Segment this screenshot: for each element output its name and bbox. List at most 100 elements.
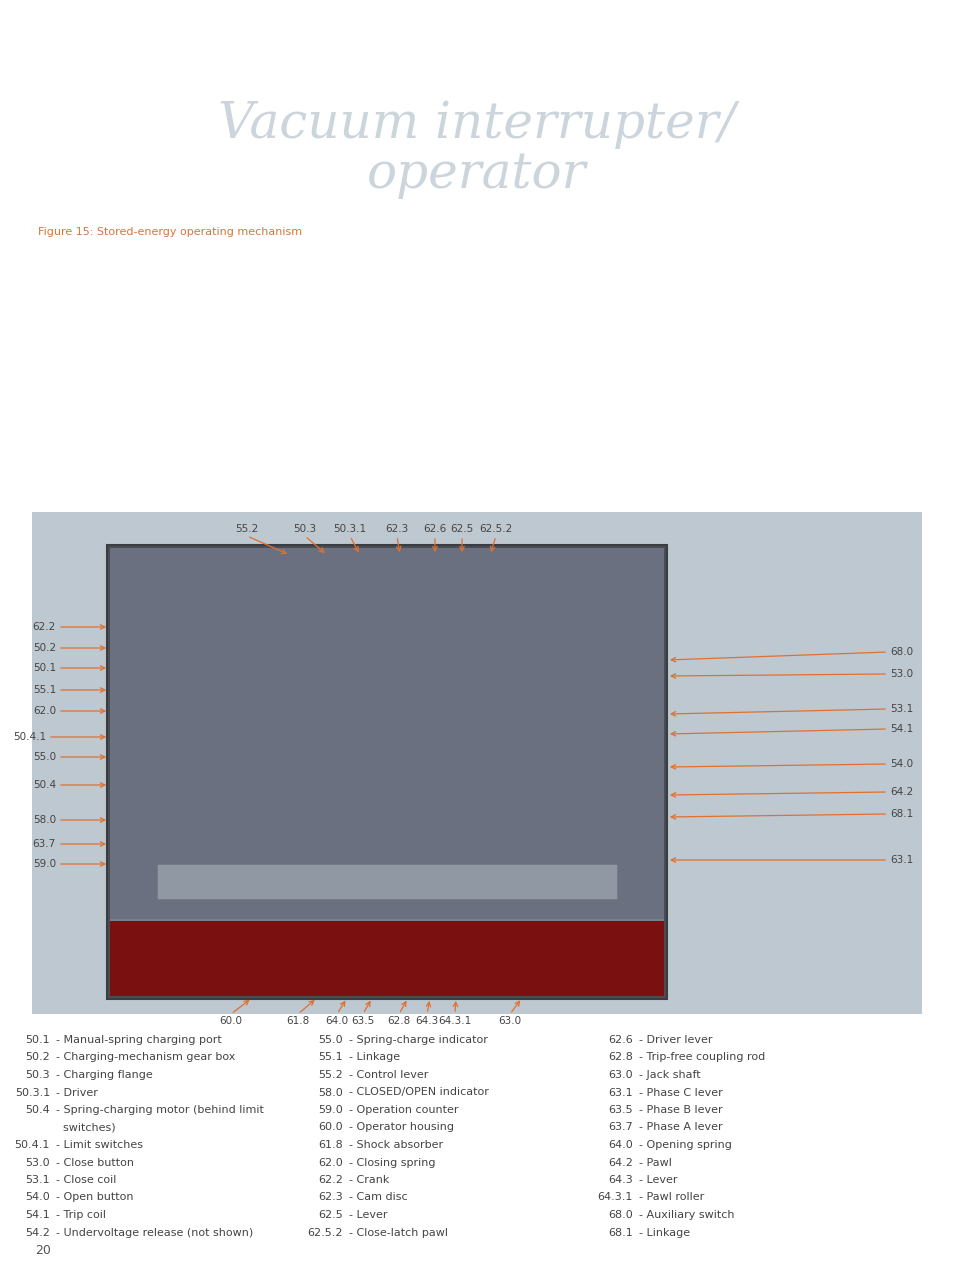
Text: 62.5.2: 62.5.2 (307, 1227, 343, 1238)
Text: - Control lever: - Control lever (349, 1070, 428, 1080)
Text: 60.0: 60.0 (219, 1016, 242, 1027)
Text: 50.4: 50.4 (25, 1105, 50, 1116)
Text: - Trip-free coupling rod: - Trip-free coupling rod (639, 1052, 764, 1062)
Text: 63.5: 63.5 (608, 1105, 633, 1116)
Text: 50.4.1: 50.4.1 (14, 1140, 50, 1150)
Text: - Operation counter: - Operation counter (349, 1105, 458, 1116)
Text: 58.0: 58.0 (32, 815, 56, 826)
Text: 54.0: 54.0 (25, 1193, 50, 1202)
Text: 55.0: 55.0 (32, 752, 56, 762)
Text: - Limit switches: - Limit switches (56, 1140, 143, 1150)
Text: 63.5: 63.5 (351, 1016, 375, 1027)
Text: 68.0: 68.0 (889, 647, 912, 658)
Text: - Close-latch pawl: - Close-latch pawl (349, 1227, 448, 1238)
Text: 53.1: 53.1 (26, 1175, 50, 1186)
Text: 55.2: 55.2 (235, 524, 258, 534)
Text: Figure 15: Stored-energy operating mechanism: Figure 15: Stored-energy operating mecha… (38, 226, 302, 237)
Text: 68.0: 68.0 (608, 1210, 633, 1220)
Text: 63.0: 63.0 (497, 1016, 521, 1027)
Text: operator: operator (367, 149, 586, 198)
Text: 50.2: 50.2 (25, 1052, 50, 1062)
Text: switches): switches) (56, 1122, 115, 1132)
Bar (107, 544, 666, 999)
Bar (157, 864, 617, 899)
Text: - Opening spring: - Opening spring (639, 1140, 731, 1150)
Text: 53.0: 53.0 (889, 669, 912, 679)
Text: 64.0: 64.0 (325, 1016, 348, 1027)
Text: - Close button: - Close button (56, 1158, 133, 1168)
Text: 63.0: 63.0 (608, 1070, 633, 1080)
Text: 54.0: 54.0 (889, 759, 912, 770)
Bar (110, 548, 663, 918)
Text: - Linkage: - Linkage (639, 1227, 689, 1238)
Text: - Driver lever: - Driver lever (639, 1035, 712, 1046)
Text: 60.0: 60.0 (318, 1122, 343, 1132)
Text: 62.6: 62.6 (423, 524, 446, 534)
Text: - Manual-spring charging port: - Manual-spring charging port (56, 1035, 221, 1046)
Text: 50.4: 50.4 (32, 780, 56, 790)
Text: - Charging flange: - Charging flange (56, 1070, 152, 1080)
Text: 50.1: 50.1 (26, 1035, 50, 1046)
Text: 62.6: 62.6 (608, 1035, 633, 1046)
Text: 62.3: 62.3 (385, 524, 408, 534)
Text: 55.1: 55.1 (32, 686, 56, 695)
Text: 63.1: 63.1 (608, 1088, 633, 1098)
Text: 61.8: 61.8 (286, 1016, 310, 1027)
Text: 53.0: 53.0 (26, 1158, 50, 1168)
Text: - Undervoltage release (not shown): - Undervoltage release (not shown) (56, 1227, 253, 1238)
Text: 50.3: 50.3 (26, 1070, 50, 1080)
Text: - Jack shaft: - Jack shaft (639, 1070, 700, 1080)
Text: 55.2: 55.2 (318, 1070, 343, 1080)
Text: 54.1: 54.1 (25, 1210, 50, 1220)
Text: 62.2: 62.2 (317, 1175, 343, 1186)
Text: 50.3.1: 50.3.1 (334, 524, 366, 534)
Text: 55.0: 55.0 (318, 1035, 343, 1046)
Text: - Shock absorber: - Shock absorber (349, 1140, 442, 1150)
Bar (110, 548, 663, 996)
Text: - CLOSED/OPEN indicator: - CLOSED/OPEN indicator (349, 1088, 488, 1098)
Text: - Spring-charge indicator: - Spring-charge indicator (349, 1035, 487, 1046)
Text: 53.1: 53.1 (889, 703, 912, 714)
Text: - Close coil: - Close coil (56, 1175, 116, 1186)
Text: - Phase A lever: - Phase A lever (639, 1122, 721, 1132)
Text: 62.5.2: 62.5.2 (478, 524, 512, 534)
Text: - Phase B lever: - Phase B lever (639, 1105, 721, 1116)
Text: - Driver: - Driver (56, 1088, 98, 1098)
Text: 54.1: 54.1 (889, 724, 912, 734)
Text: 64.0: 64.0 (608, 1140, 633, 1150)
Text: 62.3: 62.3 (318, 1193, 343, 1202)
Bar (32, 513, 921, 1014)
Text: - Closing spring: - Closing spring (349, 1158, 435, 1168)
Text: - Linkage: - Linkage (349, 1052, 399, 1062)
Text: 64.2: 64.2 (607, 1158, 633, 1168)
Text: - Auxiliary switch: - Auxiliary switch (639, 1210, 734, 1220)
Text: 62.0: 62.0 (318, 1158, 343, 1168)
Text: 50.1: 50.1 (32, 663, 56, 673)
Text: 50.3.1: 50.3.1 (14, 1088, 50, 1098)
Text: 63.1: 63.1 (889, 855, 912, 865)
Text: - Cam disc: - Cam disc (349, 1193, 407, 1202)
Text: 64.3.1: 64.3.1 (438, 1016, 471, 1027)
Text: 64.3: 64.3 (608, 1175, 633, 1186)
Bar (110, 921, 663, 996)
Text: 63.7: 63.7 (32, 840, 56, 848)
Text: 62.5: 62.5 (450, 524, 473, 534)
Text: 62.8: 62.8 (387, 1016, 410, 1027)
Text: 64.3.1: 64.3.1 (597, 1193, 633, 1202)
Text: 64.2: 64.2 (889, 787, 912, 798)
Text: 55.1: 55.1 (318, 1052, 343, 1062)
Text: 59.0: 59.0 (32, 859, 56, 869)
Text: - Phase C lever: - Phase C lever (639, 1088, 722, 1098)
Text: Vacuum interrupter/: Vacuum interrupter/ (218, 99, 735, 149)
Text: - Pawl roller: - Pawl roller (639, 1193, 703, 1202)
Text: 59.0: 59.0 (318, 1105, 343, 1116)
Text: 63.7: 63.7 (608, 1122, 633, 1132)
Text: - Lever: - Lever (639, 1175, 677, 1186)
Text: 68.1: 68.1 (608, 1227, 633, 1238)
Text: 62.0: 62.0 (32, 706, 56, 716)
Text: - Charging-mechanism gear box: - Charging-mechanism gear box (56, 1052, 235, 1062)
Text: - Lever: - Lever (349, 1210, 387, 1220)
Text: 50.4.1: 50.4.1 (12, 731, 46, 742)
Text: 64.3: 64.3 (415, 1016, 438, 1027)
Text: - Crank: - Crank (349, 1175, 389, 1186)
